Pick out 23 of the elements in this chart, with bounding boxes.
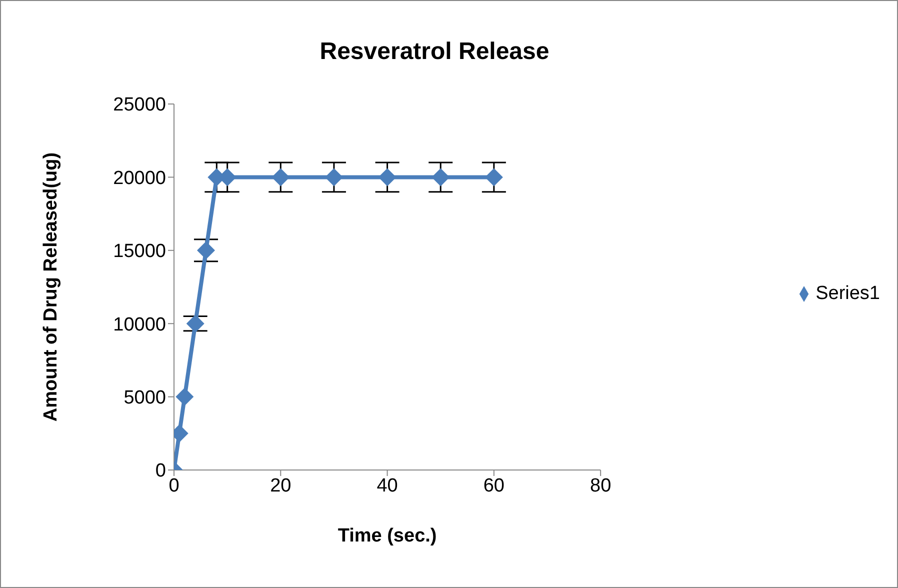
y-tick-label: 0 [155, 460, 166, 482]
point [324, 168, 343, 186]
point [186, 314, 204, 333]
x-axis-title: Time (sec.) [338, 525, 437, 546]
x-tick-label: 80 [590, 475, 612, 496]
x-tick-label: 60 [483, 475, 505, 496]
y-tick-label: 5000 [124, 388, 166, 409]
y-tick-label: 15000 [113, 241, 166, 262]
point [378, 168, 396, 186]
chart-title: Resveratrol Release [318, 38, 550, 66]
point [272, 168, 290, 186]
y-tick-label: 10000 [113, 314, 166, 336]
point [432, 168, 450, 186]
y-tick-label: 20000 [113, 168, 166, 189]
y-axis-title: Amount of Drug Released(ug) [40, 152, 62, 422]
point [484, 168, 503, 186]
x-tick-label: 0 [168, 475, 180, 496]
x-tick-label: 20 [270, 475, 292, 496]
x-tick-label: 40 [376, 475, 398, 496]
y-tick-label: 25000 [113, 94, 166, 116]
legend-label: Series1 [816, 283, 880, 304]
point [176, 388, 194, 406]
point [196, 241, 215, 260]
